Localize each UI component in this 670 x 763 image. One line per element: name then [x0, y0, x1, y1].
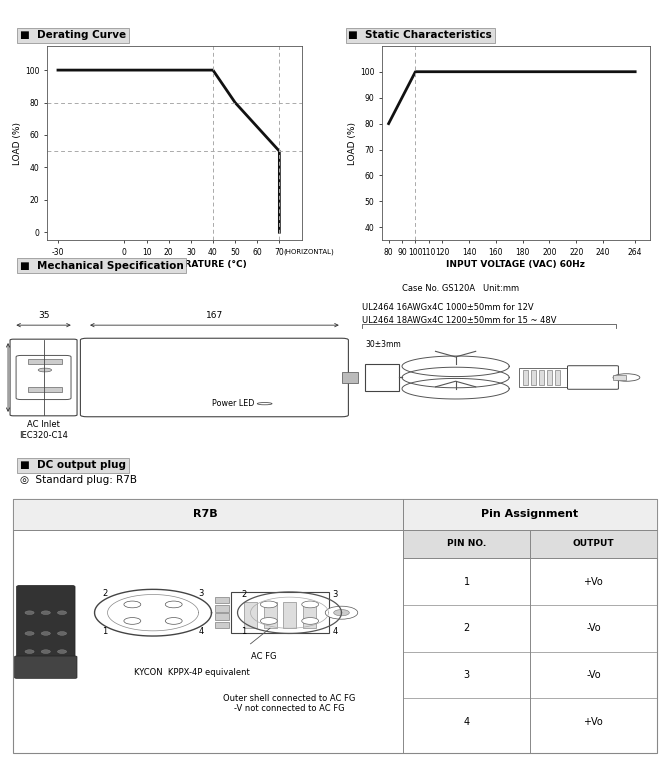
FancyBboxPatch shape [17, 585, 75, 666]
Ellipse shape [257, 403, 272, 405]
Bar [539, 370, 544, 385]
Bar [403, 530, 530, 559]
Circle shape [25, 650, 34, 653]
Text: 35: 35 [38, 311, 50, 320]
FancyBboxPatch shape [567, 365, 618, 389]
Circle shape [334, 610, 349, 616]
Text: (HORIZONTAL): (HORIZONTAL) [284, 249, 334, 255]
Circle shape [302, 601, 319, 608]
FancyBboxPatch shape [16, 356, 71, 400]
Text: ■  Static Characteristics: ■ Static Characteristics [348, 31, 492, 40]
Text: 2: 2 [102, 589, 107, 598]
Text: Case No. GS120A   Unit:mm: Case No. GS120A Unit:mm [402, 284, 519, 293]
Circle shape [58, 632, 66, 636]
Text: 1: 1 [464, 577, 470, 587]
Text: -Vo: -Vo [586, 670, 600, 680]
Text: 2: 2 [464, 623, 470, 633]
Circle shape [42, 611, 50, 614]
Text: UL2464 18AWGx4C 1200±50mm for 15 ~ 48V: UL2464 18AWGx4C 1200±50mm for 15 ~ 48V [362, 316, 556, 325]
Circle shape [165, 601, 182, 608]
Circle shape [325, 606, 358, 620]
Text: ◎  Standard plug: R7B: ◎ Standard plug: R7B [20, 475, 137, 485]
Circle shape [25, 611, 34, 614]
Bar [215, 605, 229, 612]
Bar [231, 592, 328, 633]
Circle shape [165, 617, 182, 624]
Text: +Vo: +Vo [584, 577, 603, 587]
Bar [303, 602, 316, 628]
Circle shape [261, 617, 277, 624]
Text: 167: 167 [206, 311, 223, 320]
X-axis label: AMBIENT TEMPERATURE (°C): AMBIENT TEMPERATURE (°C) [101, 259, 247, 269]
Bar [365, 365, 399, 391]
Text: 3: 3 [464, 670, 470, 680]
X-axis label: INPUT VOLTAGE (VAC) 60Hz: INPUT VOLTAGE (VAC) 60Hz [446, 259, 586, 269]
FancyBboxPatch shape [15, 656, 77, 678]
Bar [13, 498, 403, 530]
Text: ■  DC output plug: ■ DC output plug [20, 461, 126, 471]
Text: Pin Assignment: Pin Assignment [482, 509, 578, 519]
Bar [283, 602, 296, 628]
Circle shape [124, 601, 141, 608]
Bar [613, 375, 626, 380]
Text: 67: 67 [0, 372, 1, 383]
Text: UL2464 16AWGx4C 1000±50mm for 12V: UL2464 16AWGx4C 1000±50mm for 12V [362, 303, 533, 312]
Bar [523, 370, 528, 385]
Bar [215, 597, 229, 604]
Circle shape [613, 374, 640, 382]
Y-axis label: LOAD (%): LOAD (%) [348, 121, 357, 165]
Bar [28, 359, 62, 365]
Circle shape [42, 632, 50, 636]
Text: R7B: R7B [193, 509, 217, 519]
Text: +Vo: +Vo [584, 716, 603, 726]
Circle shape [302, 617, 319, 624]
FancyBboxPatch shape [10, 340, 77, 416]
Text: AC Inlet
IEC320-C14: AC Inlet IEC320-C14 [19, 420, 68, 440]
Y-axis label: LOAD (%): LOAD (%) [13, 121, 22, 165]
Text: -Vo: -Vo [586, 623, 600, 633]
Bar [244, 602, 257, 628]
Circle shape [261, 601, 277, 608]
FancyBboxPatch shape [80, 338, 348, 417]
Circle shape [124, 617, 141, 624]
Circle shape [58, 611, 66, 614]
Circle shape [42, 650, 50, 653]
Text: 3: 3 [333, 590, 338, 599]
Bar [28, 387, 62, 392]
Circle shape [25, 632, 34, 636]
Text: KYCON  KPPX-4P equivalent: KYCON KPPX-4P equivalent [134, 668, 250, 677]
Text: 3: 3 [198, 589, 204, 598]
Text: 1: 1 [241, 626, 246, 636]
Bar [403, 498, 657, 530]
Circle shape [58, 650, 66, 653]
Text: PIN NO.: PIN NO. [447, 539, 486, 549]
Text: 4: 4 [464, 716, 470, 726]
Text: 2: 2 [241, 590, 246, 599]
Text: Power LED: Power LED [212, 399, 255, 408]
Text: AC FG: AC FG [251, 652, 276, 661]
Bar [215, 613, 229, 620]
Text: 4: 4 [333, 626, 338, 636]
Bar [555, 370, 560, 385]
Bar [530, 530, 657, 559]
Bar [263, 602, 277, 628]
Text: ■  Derating Curve: ■ Derating Curve [20, 31, 126, 40]
Circle shape [38, 368, 52, 372]
Bar [547, 370, 552, 385]
Text: 1: 1 [102, 627, 107, 636]
Bar [215, 622, 229, 628]
Text: 30±3mm: 30±3mm [365, 340, 401, 349]
Text: Outer shell connected to AC FG
-V not connected to AC FG: Outer shell connected to AC FG -V not co… [223, 694, 356, 713]
Text: OUTPUT: OUTPUT [573, 539, 614, 549]
Bar [342, 372, 358, 383]
Text: 4: 4 [199, 627, 204, 636]
Bar [519, 369, 570, 387]
Text: ■  Mechanical Specification: ■ Mechanical Specification [20, 261, 184, 271]
Bar [531, 370, 536, 385]
